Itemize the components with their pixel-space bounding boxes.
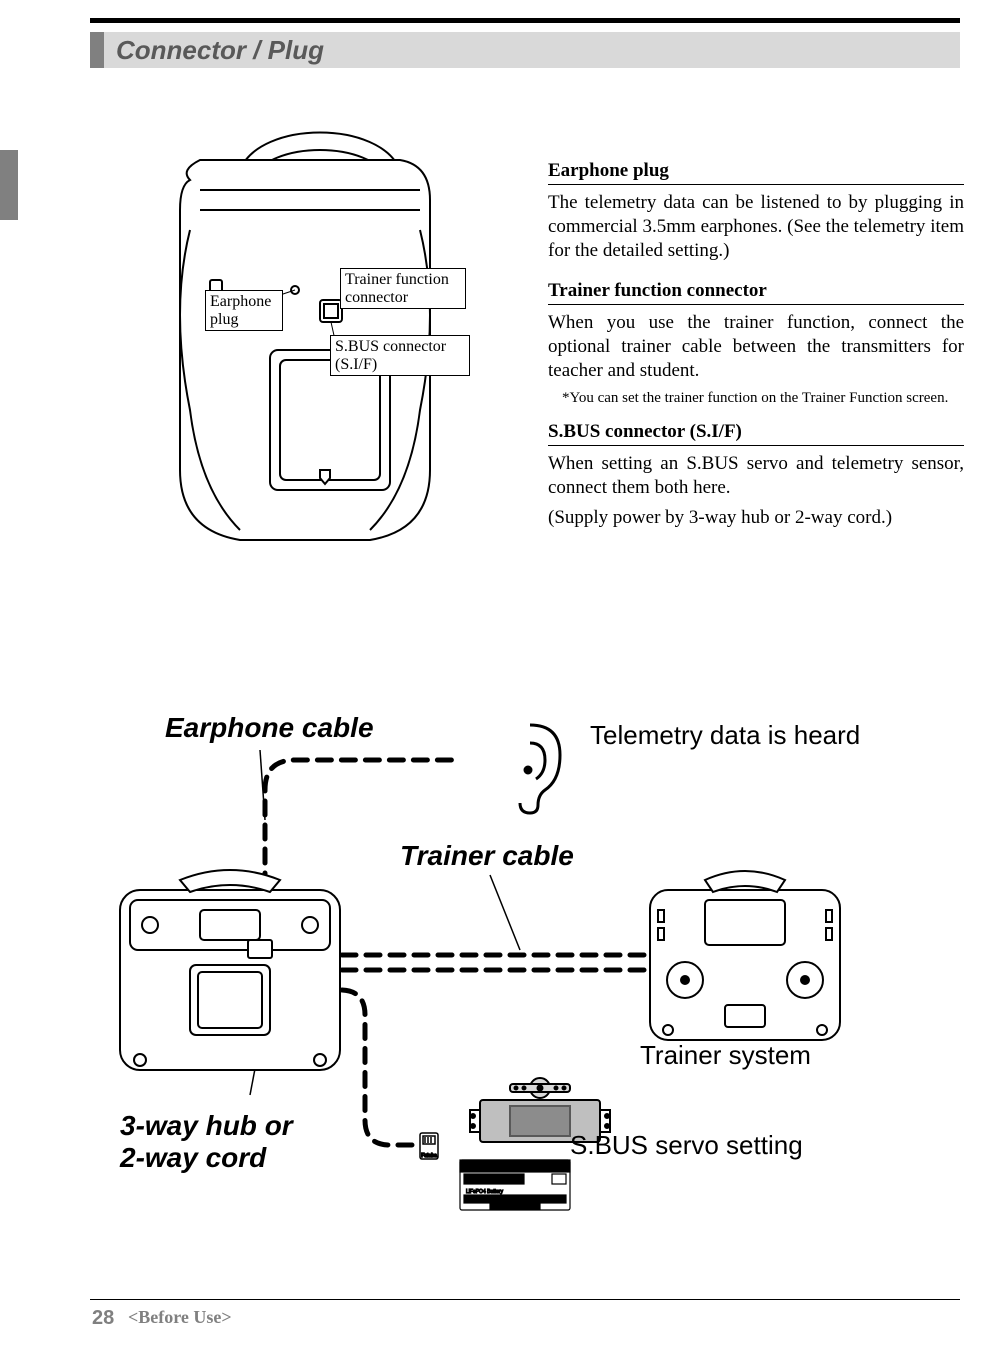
- section-header: Connector / Plug: [90, 32, 960, 68]
- para-trainer-connector: When you use the trainer function, conne…: [548, 311, 964, 382]
- label-three-way: 3-way hub or 2-way cord: [120, 1110, 293, 1174]
- footer-section-label: <Before Use>: [128, 1307, 232, 1328]
- label-trainer-cable: Trainer cable: [400, 840, 574, 872]
- section-title: Connector / Plug: [116, 35, 324, 66]
- label-earphone-cable: Earphone cable: [165, 712, 374, 744]
- battery-brand: Futaba: [502, 1162, 529, 1171]
- label-trainer-system: Trainer system: [640, 1040, 811, 1071]
- heading-sbus-connector: S.BUS connector (S.I/F): [548, 421, 964, 446]
- heading-trainer-connector: Trainer function connector: [548, 280, 964, 305]
- callout-trainer-text: Trainer function connector: [345, 271, 449, 306]
- transmitter-illustration-top: [120, 110, 480, 550]
- callout-sbus-text: S.BUS connector (S.I/F): [335, 338, 446, 373]
- note-trainer-connector: *You can set the trainer function on the…: [548, 389, 964, 408]
- right-column: Earphone plug The telemetry data can be …: [548, 160, 964, 548]
- label-sbus-servo-setting: S.BUS servo setting: [570, 1130, 803, 1161]
- para-earphone-plug: The telemetry data can be listened to by…: [548, 191, 964, 262]
- battery-made: MADE IN CHINA: [500, 1204, 531, 1209]
- label-telemetry-heard: Telemetry data is heard: [590, 720, 860, 751]
- connection-diagram: Futaba F: [90, 700, 960, 1220]
- top-rule: [90, 18, 960, 23]
- callout-earphone-text: Earphone plug: [210, 293, 271, 328]
- heading-earphone-plug: Earphone plug: [548, 160, 964, 185]
- battery-type: LiFePO4 Battery: [466, 1189, 503, 1195]
- label-three-way-line1: 3-way hub or: [120, 1110, 293, 1141]
- para-sbus-b: (Supply power by 3-way hub or 2-way cord…: [548, 506, 964, 530]
- bottom-rule: [90, 1299, 960, 1300]
- battery-model: FR2F1800: [477, 1177, 510, 1184]
- svg-text:Futaba: Futaba: [421, 1153, 437, 1159]
- section-header-accent: [90, 32, 104, 68]
- page-number: 28: [92, 1307, 114, 1330]
- callout-sbus-connector: S.BUS connector (S.I/F): [330, 335, 470, 376]
- callout-earphone-plug: Earphone plug: [205, 290, 283, 331]
- side-tab: [0, 150, 18, 220]
- callout-trainer-connector: Trainer function connector: [340, 268, 466, 309]
- label-three-way-line2: 2-way cord: [120, 1142, 266, 1173]
- para-sbus-a: When setting an S.BUS servo and telemetr…: [548, 452, 964, 500]
